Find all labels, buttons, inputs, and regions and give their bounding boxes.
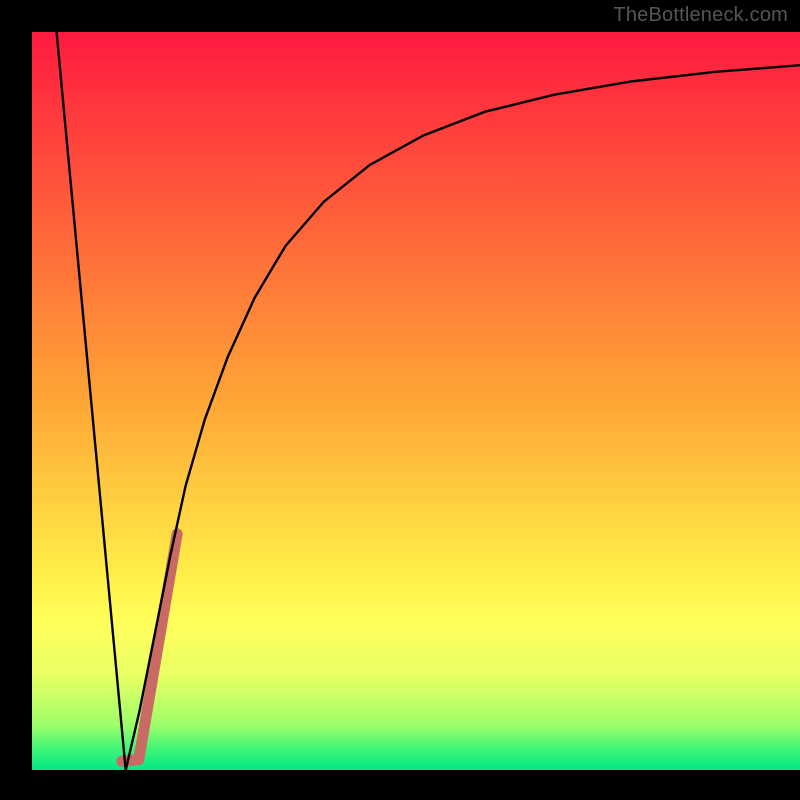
left-line: [57, 32, 126, 770]
watermark-text: TheBottleneck.com: [613, 4, 788, 27]
curves-svg: [32, 32, 800, 770]
right-curve: [126, 65, 800, 770]
plot-gradient-area: [32, 32, 800, 770]
